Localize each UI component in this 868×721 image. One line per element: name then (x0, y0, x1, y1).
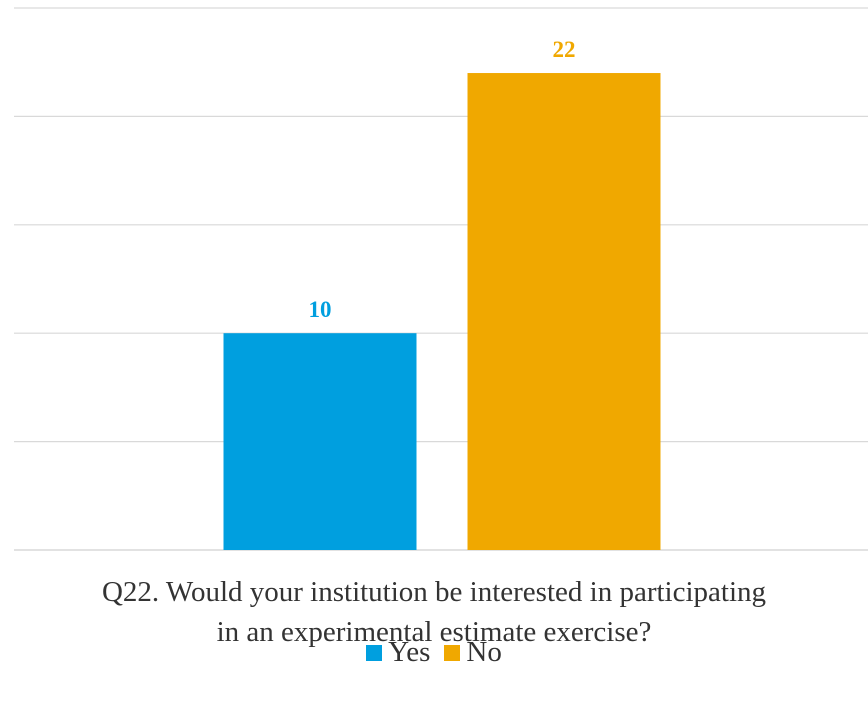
data-label-yes: 10 (309, 297, 332, 322)
bar-no (467, 73, 661, 550)
bar-yes (223, 333, 417, 550)
legend-swatch-yes (366, 644, 383, 661)
legend: Yes No (0, 636, 868, 669)
legend-item-yes: Yes (366, 636, 430, 669)
legend-label-yes: Yes (388, 636, 431, 668)
chart-title-line-1: Q22. Would your institution be intereste… (101, 576, 767, 608)
legend-item-no: No (444, 636, 502, 669)
legend-swatch-no (444, 644, 461, 661)
chart-title-line-2: in an experimental estimate exercise? (216, 616, 652, 648)
chart-title: Q22. Would your institution be intereste… (0, 572, 868, 652)
data-label-no: 22 (553, 37, 576, 62)
bar-chart: 10 22 (14, 7, 868, 551)
legend-label-no: No (466, 636, 502, 668)
